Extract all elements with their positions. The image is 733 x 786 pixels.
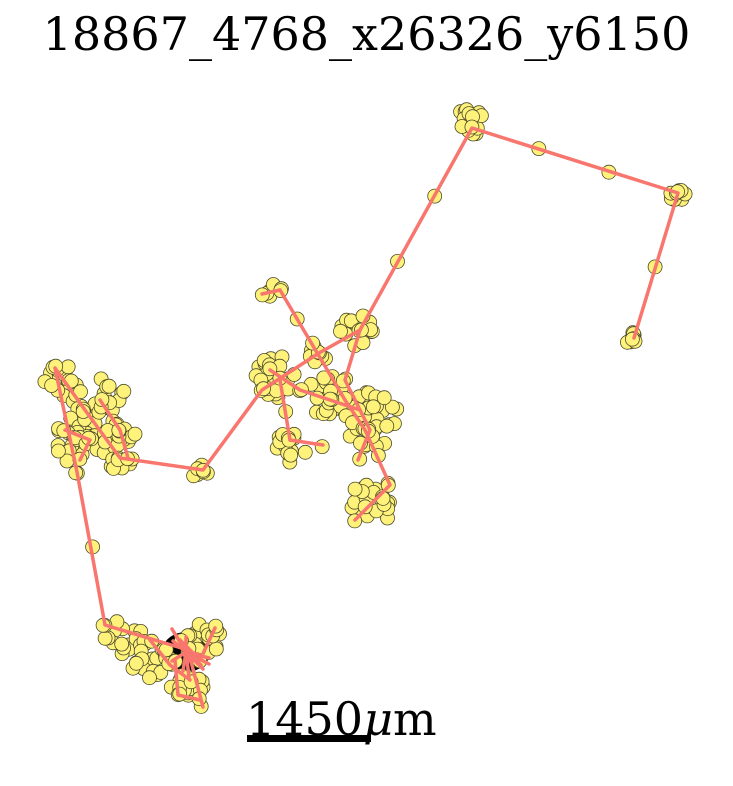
- track-point: [116, 383, 132, 399]
- scale-bar: [247, 735, 371, 742]
- track-point: [297, 444, 313, 460]
- dense-spoke-line: [184, 650, 191, 679]
- track-point: [283, 447, 299, 463]
- track-point: [333, 323, 348, 339]
- track-point: [97, 630, 113, 646]
- track-point: [347, 481, 363, 497]
- track-branch-line: [268, 368, 362, 412]
- track-point: [208, 641, 224, 657]
- track-point: [51, 443, 66, 459]
- track-branch-line: [278, 288, 392, 522]
- dense-spoke-line: [170, 650, 188, 663]
- track-branch-line: [288, 438, 325, 447]
- scale-bar-unit-tail: m: [392, 692, 437, 746]
- track-point: [384, 399, 400, 415]
- track-line-layer: [53, 126, 680, 709]
- track-branch-line: [173, 658, 202, 702]
- track-line: [53, 126, 680, 709]
- track-point: [114, 636, 130, 652]
- track-branch-line: [278, 378, 292, 442]
- track-point: [379, 418, 395, 434]
- track-point: [376, 390, 392, 406]
- marker-layer: [37, 102, 693, 714]
- track-branch-line: [260, 288, 282, 296]
- track-point: [127, 426, 143, 442]
- track-point: [94, 392, 110, 408]
- dense-spoke-line: [173, 632, 188, 654]
- track-point: [60, 359, 76, 375]
- track-branch-line: [343, 328, 372, 462]
- track-branch-line: [148, 638, 192, 682]
- track-point: [128, 655, 144, 671]
- plot-title: 18867_4768_x26326_y6150: [42, 7, 691, 61]
- track-point: [208, 618, 224, 634]
- track-point: [365, 399, 381, 415]
- track-branch-line: [98, 398, 130, 460]
- track-point: [142, 670, 157, 686]
- track-point: [625, 331, 640, 347]
- dense-spoke-line: [184, 650, 211, 666]
- track-point: [357, 499, 373, 515]
- track-branch-line: [63, 428, 92, 462]
- track-point: [101, 378, 117, 394]
